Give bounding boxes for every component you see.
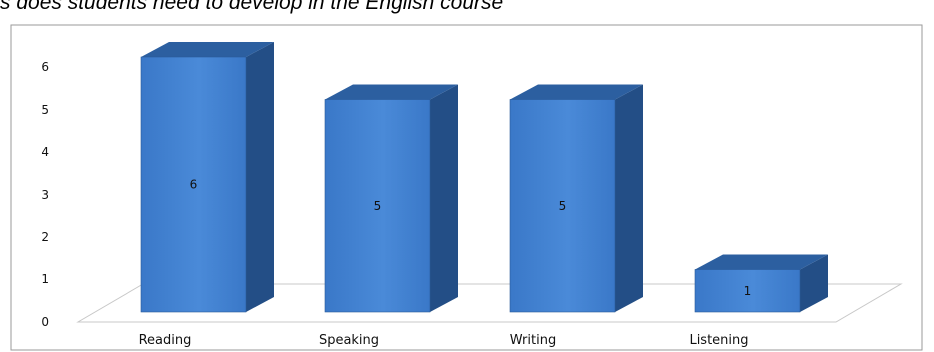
bar-reading: 6	[140, 42, 274, 313]
data-label: 6	[190, 178, 198, 192]
bar-listening: 1	[694, 254, 828, 313]
y-tick-label: 0	[41, 315, 49, 329]
bar-side	[800, 254, 828, 312]
bar-front	[140, 56, 247, 313]
chart-title: s does students need to develop in the E…	[0, 0, 504, 14]
bar-top	[141, 42, 274, 57]
y-tick-label: 2	[41, 230, 49, 244]
bar-front	[509, 99, 616, 313]
bar-side	[246, 42, 274, 312]
category-label: Speaking	[319, 333, 379, 348]
y-tick-label: 6	[41, 60, 49, 74]
data-label: 5	[374, 199, 382, 213]
category-label: Writing	[510, 333, 556, 348]
bar-front	[694, 269, 801, 313]
bar-top	[510, 84, 643, 100]
category-label: Listening	[689, 333, 748, 348]
category-label: Reading	[139, 333, 192, 348]
bar-side	[615, 84, 643, 312]
y-tick-label: 5	[41, 103, 49, 117]
bar-top	[325, 84, 458, 100]
y-tick-label: 1	[41, 272, 49, 286]
y-tick-label: 3	[41, 188, 49, 202]
y-tick-label: 4	[41, 145, 49, 159]
bar-front	[324, 99, 431, 313]
bar-writing: 5	[509, 84, 643, 313]
bar-speaking: 5	[324, 84, 458, 313]
data-label: 5	[559, 199, 567, 213]
data-label: 1	[744, 284, 752, 298]
bar-side	[430, 84, 458, 312]
bar-top	[695, 254, 828, 270]
